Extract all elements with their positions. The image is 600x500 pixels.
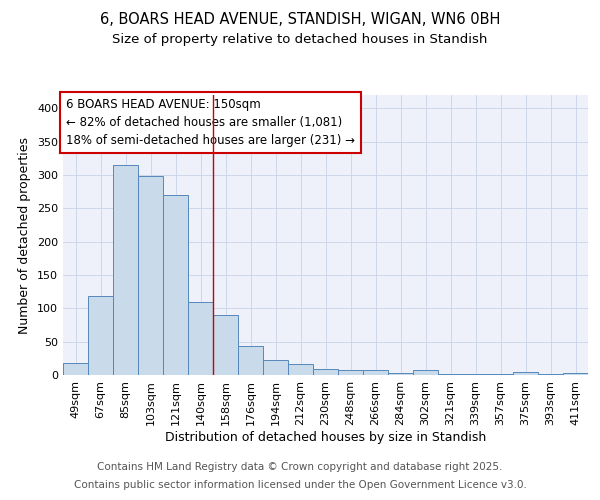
Bar (388, 373, 413, 375)
Bar (488, 374, 513, 375)
Bar (63, 363, 88, 375)
Bar (363, 370, 388, 375)
Text: Contains HM Land Registry data © Crown copyright and database right 2025.: Contains HM Land Registry data © Crown c… (97, 462, 503, 472)
Bar (463, 374, 488, 375)
Bar (88, 296, 113, 375)
Bar (163, 195, 188, 375)
Bar (238, 346, 263, 375)
Bar (538, 374, 563, 375)
X-axis label: Distribution of detached houses by size in Standish: Distribution of detached houses by size … (165, 430, 486, 444)
Bar (438, 374, 463, 375)
Y-axis label: Number of detached properties: Number of detached properties (19, 136, 31, 334)
Bar (338, 370, 363, 375)
Bar (113, 165, 138, 375)
Bar (563, 373, 588, 375)
Bar (263, 360, 288, 375)
Bar (138, 176, 163, 375)
Bar (188, 302, 213, 375)
Bar (213, 315, 238, 375)
Text: Size of property relative to detached houses in Standish: Size of property relative to detached ho… (112, 32, 488, 46)
Bar (413, 370, 438, 375)
Text: 6 BOARS HEAD AVENUE: 150sqm
← 82% of detached houses are smaller (1,081)
18% of : 6 BOARS HEAD AVENUE: 150sqm ← 82% of det… (65, 98, 355, 147)
Bar (513, 372, 538, 375)
Text: 6, BOARS HEAD AVENUE, STANDISH, WIGAN, WN6 0BH: 6, BOARS HEAD AVENUE, STANDISH, WIGAN, W… (100, 12, 500, 28)
Bar (288, 364, 313, 375)
Bar (313, 369, 338, 375)
Text: Contains public sector information licensed under the Open Government Licence v3: Contains public sector information licen… (74, 480, 526, 490)
